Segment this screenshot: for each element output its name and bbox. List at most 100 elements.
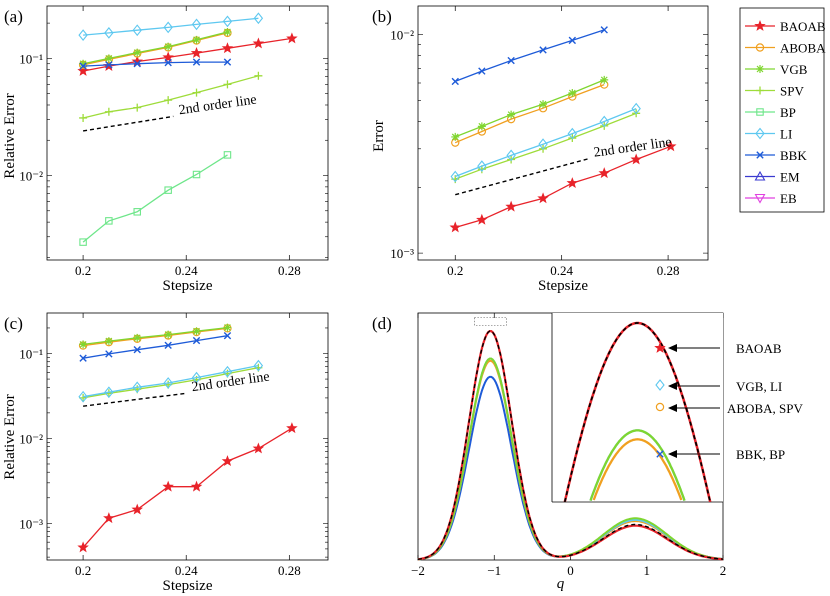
series-spv bbox=[79, 71, 263, 122]
data-point-bbk bbox=[568, 36, 577, 45]
data-point-baoab bbox=[190, 47, 203, 58]
legend-entry-vgb: VGB bbox=[745, 62, 808, 77]
x-axis-label: q bbox=[557, 576, 565, 592]
data-point-li bbox=[506, 149, 516, 162]
data-point-bbk bbox=[79, 62, 87, 70]
data-point-li bbox=[78, 390, 88, 403]
x-tick-label: 0.24 bbox=[550, 263, 573, 278]
panel-b: 0.2 0.24 0.28 10⁻³ 10⁻² Stepsize Error (b) 2nd o… bbox=[371, 5, 709, 294]
y-axis-label: Relative Error bbox=[2, 394, 18, 479]
panel-label: (d) bbox=[372, 314, 392, 333]
series-bbk bbox=[451, 26, 608, 86]
data-point-baoab bbox=[162, 480, 174, 492]
legend-marker bbox=[756, 108, 764, 116]
data-point-li bbox=[104, 27, 114, 39]
data-point-bp bbox=[133, 208, 141, 216]
panel-label: (b) bbox=[372, 7, 392, 26]
legend-entry-spv: SPV bbox=[745, 84, 804, 99]
inset-marker-li bbox=[655, 379, 665, 391]
data-point-li bbox=[163, 21, 173, 34]
data-point-bp bbox=[164, 186, 172, 194]
series-line-bbk bbox=[82, 335, 228, 359]
data-point-bp bbox=[105, 217, 113, 225]
data-point-bbk bbox=[192, 336, 201, 345]
series-line-li bbox=[82, 364, 259, 398]
data-point-baoab bbox=[665, 140, 677, 152]
arrow-head bbox=[668, 382, 677, 390]
data-point-baoab bbox=[476, 213, 488, 225]
y-tick-label: 10⁻² bbox=[19, 169, 43, 184]
data-point-vgb bbox=[133, 48, 142, 57]
series-vgb bbox=[451, 75, 609, 141]
data-point-li bbox=[631, 102, 641, 115]
legend: BAOAB ABOBA VGB SPV BP LI BBK EM EB bbox=[739, 7, 826, 213]
data-point-bbk bbox=[539, 46, 547, 54]
legend-label: ABOBA bbox=[780, 41, 826, 56]
reference-line bbox=[455, 158, 589, 196]
series-line-li bbox=[454, 107, 637, 178]
data-point-baoab bbox=[598, 167, 610, 179]
series-bbk bbox=[79, 332, 232, 362]
y-tick-label: 10⁻² bbox=[19, 431, 43, 446]
annotation-label: 2nd order line bbox=[178, 93, 258, 119]
series-line-li bbox=[83, 17, 259, 36]
density-curve-exact-dashed- bbox=[417, 330, 724, 560]
panel-a: 0.2 0.24 0.28 10⁻² 10⁻¹ Stepsize Relative Erro… bbox=[2, 5, 329, 294]
data-point-vgb bbox=[477, 122, 486, 131]
data-point-bbk bbox=[478, 67, 486, 75]
y-tick-label: 10⁻³ bbox=[19, 516, 43, 531]
data-point-li bbox=[78, 29, 88, 41]
data-point-li bbox=[222, 365, 233, 378]
data-point-baoab bbox=[537, 192, 549, 204]
legend-marker bbox=[755, 43, 765, 52]
data-point-bbk bbox=[105, 350, 113, 358]
series-line-vgb bbox=[454, 79, 605, 138]
panel-c: 0.2 0.24 0.28 10⁻³ 10⁻² 10⁻¹ Stepsize Relative … bbox=[2, 312, 329, 594]
data-point-baoab bbox=[221, 455, 234, 467]
legend-entry-baoab: BAOAB bbox=[745, 19, 826, 34]
x-tick-label: −1 bbox=[487, 563, 501, 578]
data-point-baoab bbox=[77, 541, 89, 553]
x-axis-label: Stepsize bbox=[163, 578, 213, 594]
data-point-bbk bbox=[223, 332, 232, 340]
data-point-baoab bbox=[252, 442, 265, 454]
series-line-vgb bbox=[82, 31, 228, 65]
panel-d: −2 −1 0 1 2 q (d) BAOAB VGB, LI ABOBA, SPV BBK, BP bbox=[372, 312, 803, 592]
data-point-spv bbox=[223, 80, 232, 89]
inset-label-2: VGB, LI bbox=[736, 379, 782, 394]
x-tick-label: 0.2 bbox=[447, 263, 463, 278]
series-aboba bbox=[451, 80, 609, 147]
x-axis-label: Stepsize bbox=[538, 278, 588, 294]
data-point-vgb bbox=[104, 337, 113, 346]
y-tick-label: 10⁻¹ bbox=[19, 51, 43, 66]
x-tick-label: 0 bbox=[567, 563, 574, 578]
data-point-bbk bbox=[192, 58, 201, 66]
inset-marker-bbk bbox=[656, 450, 664, 458]
data-point-baoab bbox=[630, 153, 642, 165]
arrow-head bbox=[668, 404, 677, 412]
series-baoab bbox=[77, 32, 298, 76]
data-point-li bbox=[477, 160, 487, 172]
legend-entry-li: LI bbox=[745, 127, 792, 142]
legend-marker bbox=[755, 127, 765, 140]
data-point-vgb bbox=[192, 327, 201, 336]
x-tick-label: 0.2 bbox=[75, 563, 91, 578]
legend-entry-bbk: BBK bbox=[745, 148, 807, 163]
legend-label: LI bbox=[780, 127, 792, 142]
panel-label: (c) bbox=[4, 314, 23, 333]
x-tick-label: 0.28 bbox=[278, 563, 301, 578]
data-point-vgb bbox=[223, 27, 232, 36]
x-tick-label: 0.24 bbox=[175, 563, 198, 578]
inset-label-4: BBK, BP bbox=[736, 447, 785, 462]
x-tick-label: 0.2 bbox=[75, 263, 91, 278]
data-point-baoab bbox=[221, 42, 234, 54]
data-point-li bbox=[253, 12, 264, 25]
y-tick-label: 10⁻² bbox=[390, 27, 414, 42]
data-point-vgb bbox=[223, 323, 232, 332]
data-point-vgb bbox=[507, 110, 516, 119]
axes-box bbox=[46, 5, 329, 261]
data-point-bp bbox=[192, 170, 201, 179]
reference-line bbox=[82, 115, 174, 132]
x-tick-label: 2 bbox=[720, 563, 727, 578]
